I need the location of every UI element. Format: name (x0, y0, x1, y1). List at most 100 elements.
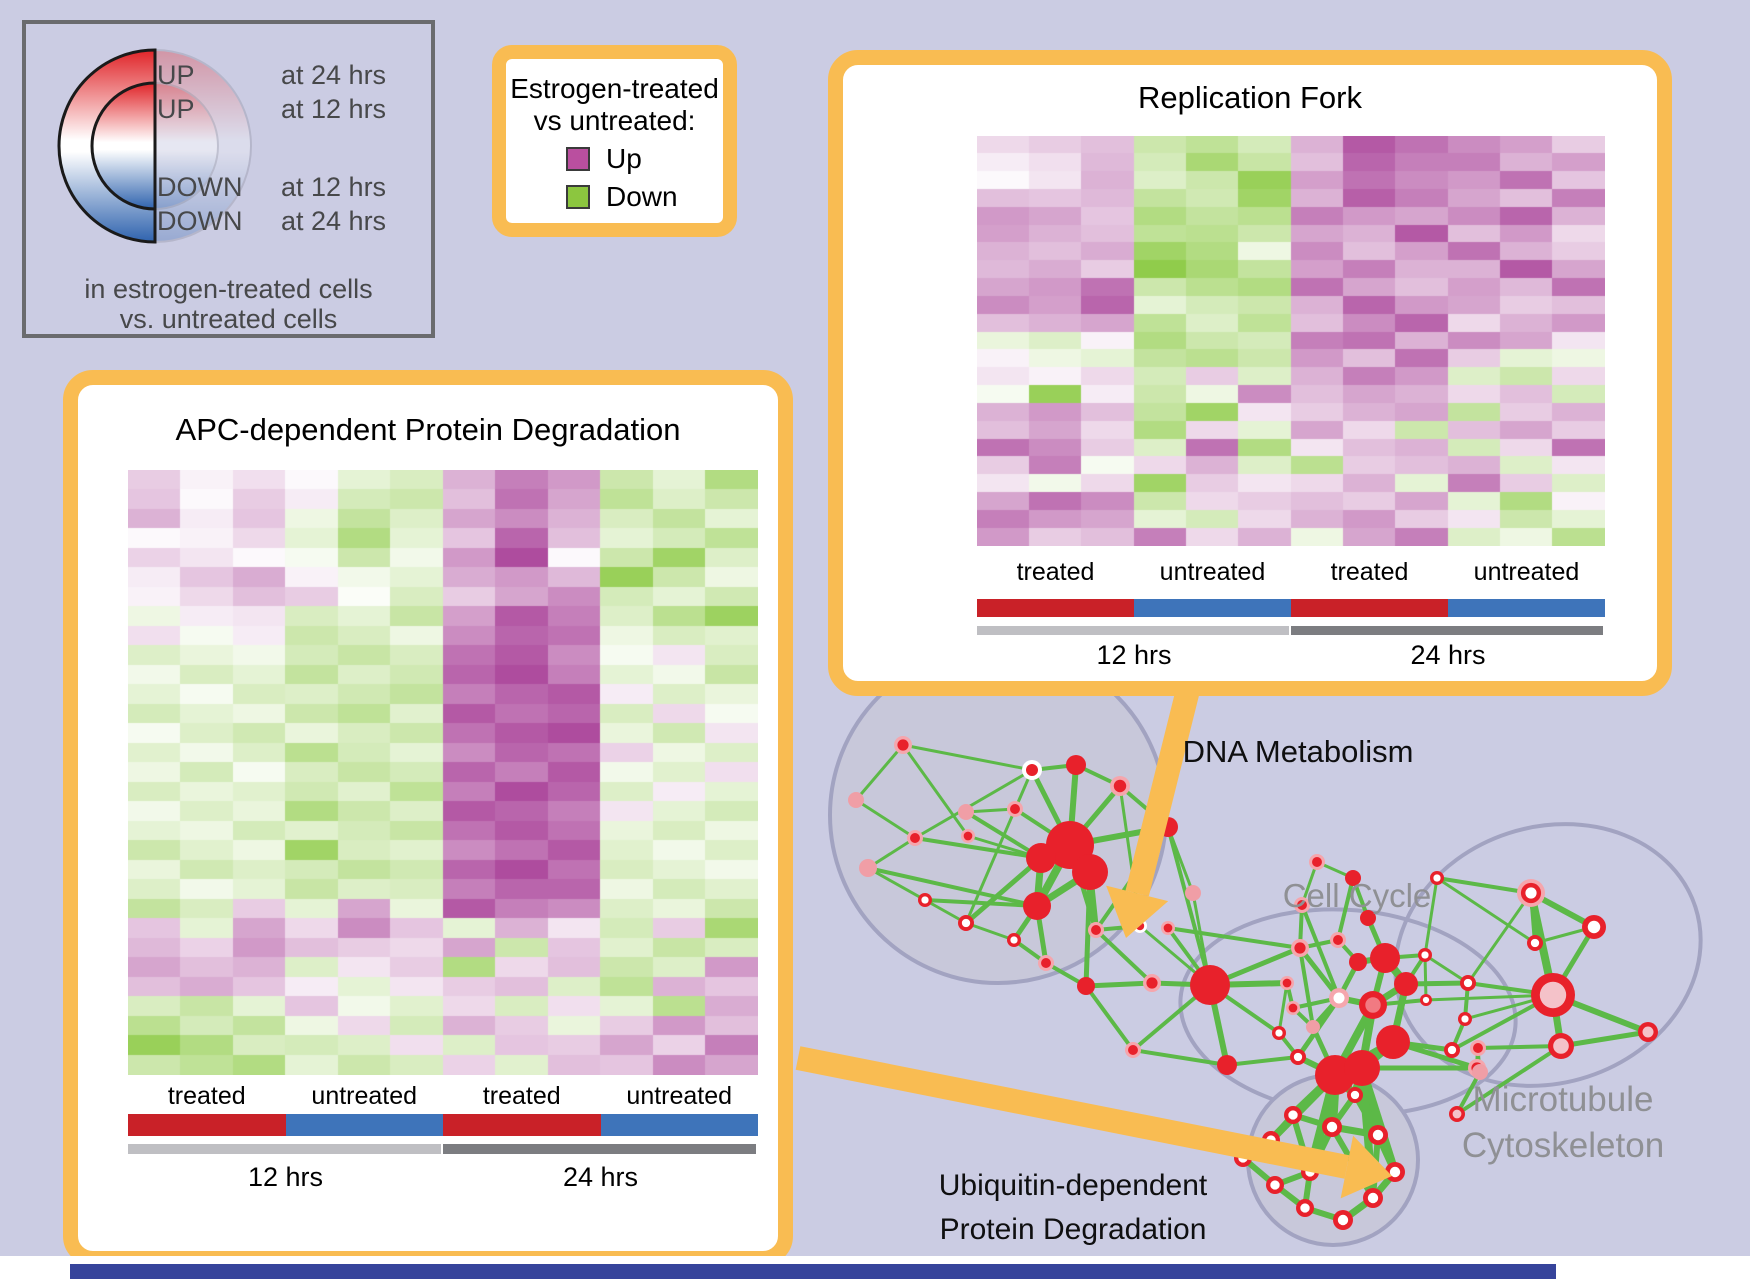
apc-time-label-24hrs: 24 hrs (562, 1162, 639, 1192)
rf-sample-bar-treated (977, 599, 1134, 617)
rf-time-bar-12hrs (977, 626, 1289, 635)
network-node-ring (1275, 1029, 1283, 1037)
rf-sample-bar-untreated (1448, 599, 1605, 617)
arrow-head-apc-to-ubiquitin (1340, 1135, 1392, 1199)
network-node-ring (1288, 1110, 1298, 1120)
network-edge (1298, 946, 1341, 1000)
network-edge (1226, 1055, 1299, 1067)
network-node-wh (1026, 764, 1038, 776)
network-edge (1436, 876, 1536, 945)
network-node-ring (1010, 936, 1018, 944)
network-node-ring (1433, 874, 1441, 882)
network-edge (924, 898, 1038, 908)
arrow-shaft-apc-to-ubiquitin (795, 1046, 1350, 1179)
ring-label-up-12: UP (157, 94, 195, 124)
network-edge (1423, 877, 1439, 956)
network-edge (1166, 826, 1212, 986)
ring-caption-line2: vs. untreated cells (119, 304, 338, 334)
network-node-rh (1113, 779, 1127, 793)
rf-group-label-treated: treated (1016, 558, 1095, 586)
updown-legend-box: Estrogen-treated vs untreated: Up Down (492, 45, 737, 237)
network-node-rh (1041, 958, 1051, 968)
network-node-rh (1163, 923, 1173, 933)
network-node-ring (1293, 1052, 1303, 1062)
network-node-rh (1282, 978, 1292, 988)
apc-sample-bar-treated (443, 1114, 601, 1136)
network-edge (1560, 1029, 1649, 1049)
network-node-ring (1337, 1214, 1349, 1226)
network-node-rh (1128, 1045, 1138, 1055)
network-node-p (1306, 1020, 1320, 1034)
network-node-p (859, 859, 877, 877)
network-edge (1277, 982, 1289, 1034)
network-node-rh (1146, 977, 1158, 989)
network-node-bigp (1553, 1038, 1569, 1054)
network-node-r (1190, 965, 1230, 1005)
up-color-swatch (566, 147, 590, 171)
rf-group-label-untreated: untreated (1473, 558, 1580, 586)
network-edge (854, 744, 905, 801)
network-edge (1166, 826, 1195, 894)
network-node-r (1066, 755, 1086, 775)
network-node-rh (910, 833, 920, 843)
apc-time-bar-24hrs (443, 1144, 756, 1154)
ring-time-up-24: at 24 hrs (281, 60, 387, 90)
network-node-halow (1525, 887, 1537, 899)
down-label: Down (606, 181, 678, 212)
network-node-r (1394, 972, 1418, 996)
up-label: Up (606, 143, 642, 174)
network-node-p (1185, 885, 1201, 901)
network-node-rh (963, 831, 973, 841)
network-edge (1298, 947, 1315, 1028)
apc-time-label-12hrs: 12 hrs (247, 1162, 324, 1192)
network-node-ring (1367, 1192, 1379, 1204)
apc-group-label-treated: treated (167, 1082, 246, 1110)
apc-group-label-untreated: untreated (311, 1082, 418, 1110)
network-node-p (1472, 1064, 1488, 1080)
network-node-ring (1270, 1180, 1280, 1190)
network-edge (1167, 926, 1301, 950)
network-edge (1424, 953, 1469, 985)
network-node-ring (1530, 938, 1540, 948)
apc-group-label-treated: treated (482, 1082, 561, 1110)
apc-panel-title: APC-dependent Protein Degradation (175, 412, 681, 447)
network-node-rh (1333, 935, 1343, 945)
network-label-cell-cycle: Cell Cycle (1282, 877, 1432, 914)
network-node-rh (1010, 804, 1020, 814)
rf-time-label-12hrs: 12 hrs (1096, 640, 1172, 670)
legend-item-down: Down (566, 181, 723, 213)
network-node-ring (921, 896, 929, 904)
apc-sample-bar-untreated (285, 1114, 443, 1136)
network-label-microtubule: Microtubule (1472, 1080, 1654, 1119)
network-node-ring (1372, 1129, 1384, 1141)
network-node-r (1345, 870, 1361, 886)
page-bottom-border (70, 1264, 1556, 1279)
network-node-r (1349, 953, 1367, 971)
network-edge (1085, 980, 1153, 989)
network-edge (1466, 892, 1533, 984)
network-edge (867, 866, 1038, 908)
network-node-rh (897, 739, 909, 751)
network-node-r (1344, 1050, 1380, 1086)
network-edge (1084, 984, 1135, 1052)
ring-time-down-12: at 12 hrs (281, 172, 387, 202)
network-edge (914, 836, 1042, 860)
network-edge (965, 807, 1016, 814)
rf-group-label-untreated: untreated (1159, 558, 1266, 586)
ring-legend-box: UP at 24 hrs UP at 12 hrs DOWN at 12 hrs… (22, 20, 435, 338)
network-edge (1423, 954, 1428, 1001)
network-node-rh (1091, 925, 1101, 935)
network-node-rh (1473, 1043, 1483, 1053)
network-edge (1083, 871, 1093, 987)
network-node-pring (1642, 1026, 1654, 1038)
apc-time-bar-12hrs (128, 1144, 441, 1154)
replication-fork-heatmap (977, 136, 1605, 546)
network-node-ring (1421, 951, 1429, 959)
apc-group-label-untreated: untreated (626, 1082, 733, 1110)
network-node-ring (1422, 996, 1430, 1004)
network-node-ring (1350, 1090, 1360, 1100)
arrow-head-replication-fork-to-dna-metabolism (1106, 885, 1169, 938)
apc-sample-bar-untreated (600, 1114, 758, 1136)
network-label-ubiquitin-dependent: Ubiquitin-dependent (938, 1169, 1208, 1202)
